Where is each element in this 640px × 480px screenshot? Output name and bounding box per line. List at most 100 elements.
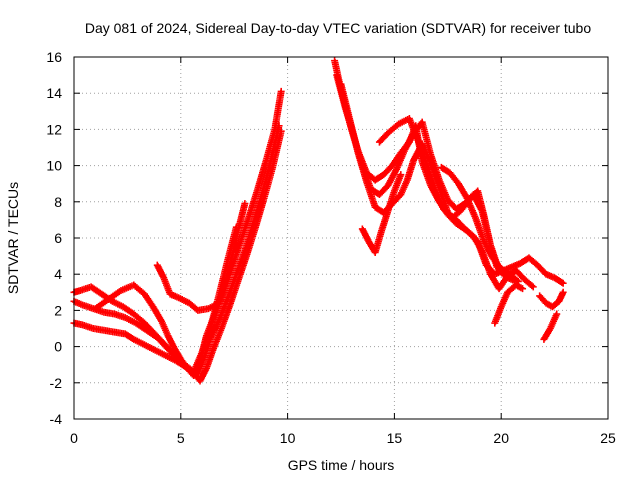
data-point: [262, 127, 278, 164]
x-axis-label: GPS time / hours: [288, 457, 395, 473]
data-point: [140, 341, 157, 353]
data-point: [397, 171, 405, 179]
data-point: [132, 319, 149, 333]
data-point: [375, 183, 391, 199]
series-track-10: [375, 115, 501, 271]
data-point: [130, 281, 147, 297]
data-point: [431, 185, 447, 211]
data-point: [553, 310, 561, 318]
data-point: [418, 118, 434, 157]
data-point: [519, 285, 527, 293]
data-point: [104, 288, 123, 304]
data-point: [371, 172, 386, 184]
data-point: [497, 290, 511, 311]
data-point: [91, 297, 111, 313]
data-point: [346, 115, 362, 155]
data-point: [463, 194, 479, 220]
data-point: [87, 283, 104, 297]
data-point: [254, 158, 270, 193]
y-axis-label: SDTVAR / TECUs: [5, 182, 21, 294]
data-point: [162, 352, 179, 364]
data-point: [177, 355, 190, 371]
data-point: [393, 147, 408, 173]
data-point: [234, 252, 250, 284]
data-point: [497, 265, 512, 277]
data-point: [164, 332, 178, 351]
data-point: [371, 229, 385, 256]
data-point: [401, 131, 417, 153]
series-track-5: [153, 200, 249, 314]
data-point: [512, 281, 525, 292]
data-point: [151, 346, 168, 359]
series-track-12: [491, 281, 527, 327]
data-point: [469, 232, 485, 253]
data-point: [559, 279, 567, 287]
y-tick-label: 2: [54, 302, 62, 318]
data-point: [452, 216, 468, 232]
data-point: [536, 292, 549, 306]
data-point: [375, 130, 391, 146]
x-tick-label: 10: [280, 430, 296, 446]
data-point: [234, 201, 248, 233]
data-point: [237, 214, 253, 246]
data-point: [474, 187, 488, 218]
data-point: [130, 310, 147, 326]
y-tick-label: 8: [54, 194, 62, 210]
data-point: [269, 129, 285, 171]
data-point: [222, 254, 236, 287]
data-point: [153, 261, 167, 280]
data-point: [226, 277, 242, 309]
series-track-8: [337, 80, 537, 293]
data-point: [403, 158, 417, 184]
data-point: [354, 149, 370, 184]
data-point: [108, 297, 125, 310]
data-point: [337, 80, 353, 121]
series-track-13: [536, 288, 567, 311]
data-point: [277, 87, 285, 95]
y-tick-label: -4: [50, 411, 63, 427]
data-point: [461, 225, 476, 239]
data-point: [384, 189, 398, 215]
data-point: [454, 180, 470, 201]
y-tick-label: 0: [54, 339, 62, 355]
x-tick-label: 0: [70, 430, 78, 446]
data-point: [245, 187, 261, 220]
data-point: [205, 300, 221, 313]
data-point: [228, 227, 242, 260]
data-point: [275, 122, 283, 130]
data-point: [427, 160, 443, 190]
data-point: [121, 314, 138, 326]
data-point: [185, 299, 200, 313]
data-point: [224, 272, 240, 302]
data-point: [521, 276, 536, 290]
data-point: [506, 270, 521, 284]
data-point: [437, 163, 453, 176]
data-point: [446, 169, 461, 186]
data-point: [448, 208, 463, 222]
data-point: [196, 366, 210, 385]
data-point: [380, 163, 395, 179]
data-point: [170, 344, 184, 362]
data-point: [378, 209, 391, 235]
series-track-11: [437, 163, 522, 285]
data-point: [551, 274, 566, 286]
y-tick-label: 4: [54, 266, 62, 282]
data-point: [540, 326, 553, 343]
data-point: [529, 283, 537, 291]
y-tick-label: 6: [54, 230, 62, 246]
data-point: [422, 160, 438, 191]
y-tick-label: 10: [46, 158, 62, 174]
data-point: [384, 167, 400, 190]
data-point: [548, 298, 562, 311]
data-point: [480, 212, 494, 247]
data-point: [215, 281, 229, 307]
data-point: [119, 303, 136, 317]
data-point: [405, 115, 421, 142]
data-point: [217, 303, 233, 332]
series-track-14: [540, 310, 561, 343]
x-tick-label: 15: [387, 430, 403, 446]
data-point: [162, 343, 177, 358]
data-point: [243, 225, 259, 258]
